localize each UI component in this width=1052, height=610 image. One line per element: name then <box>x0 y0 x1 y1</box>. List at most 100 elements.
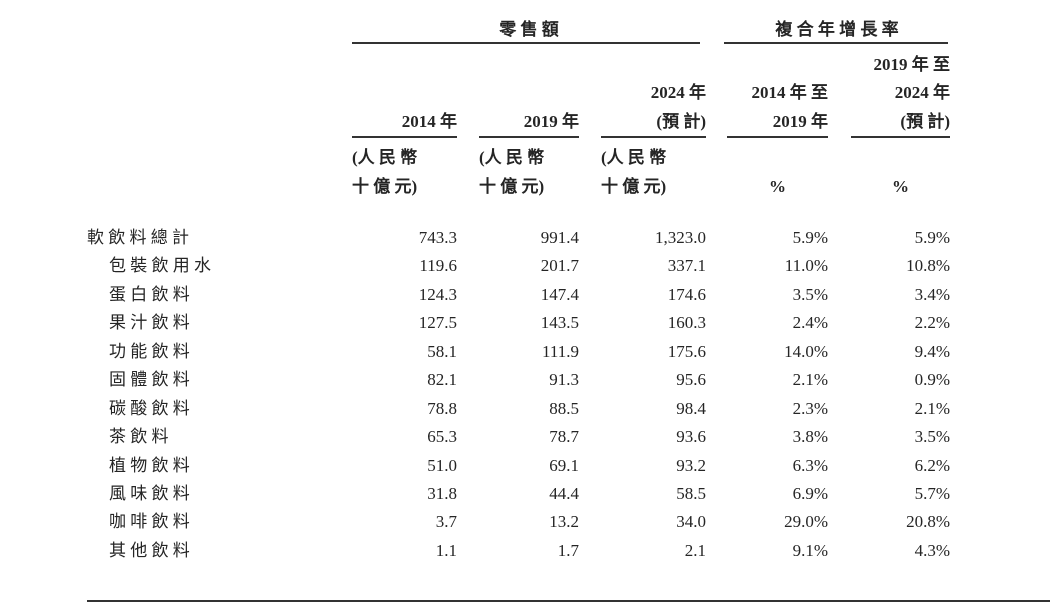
table-row-packaged-water: 包 裝 飲 用 水 119.6 201.7 337.1 11.0% 10.8% <box>87 252 1039 280</box>
cell-2014: 58.1 <box>427 341 457 361</box>
row-label: 軟 飲 料 總 計 <box>87 228 189 247</box>
cell-cagr-2014-2019: 5.9% <box>792 228 828 247</box>
cell-cagr-2014-2019: 2.3% <box>792 398 828 418</box>
cell-2019: 13.2 <box>549 512 579 532</box>
column-header-cagr-2014-2019: 2014 年 至 2019 年 <box>727 48 828 138</box>
cell-2014: 78.8 <box>427 398 457 418</box>
row-label: 果 汁 飲 料 <box>109 313 190 333</box>
column-header-line: 2024 年 <box>894 83 950 102</box>
table-row-functional-drinks: 功 能 飲 料 58.1 111.9 175.6 14.0% 9.4% <box>87 338 1039 366</box>
unit-line: % <box>769 177 786 196</box>
table-row-flavored-drinks: 風 味 飲 料 31.8 44.4 58.5 6.9% 5.7% <box>87 480 1039 508</box>
row-label: 蛋 白 飲 料 <box>109 284 190 304</box>
cell-cagr-2014-2019: 6.9% <box>792 483 828 503</box>
cell-cagr-2019-2024-est: 20.8% <box>906 512 950 532</box>
row-label: 風 味 飲 料 <box>109 483 190 503</box>
cell-2024-est: 2.1 <box>684 540 706 560</box>
cell-cagr-2019-2024-est: 0.9% <box>914 370 950 390</box>
cell-cagr-2014-2019: 29.0% <box>784 512 828 532</box>
cell-2014: 31.8 <box>427 483 457 503</box>
cell-2014: 1.1 <box>435 540 457 560</box>
column-header-line: (預 計) <box>656 111 706 131</box>
row-label: 茶 飲 料 <box>109 427 169 447</box>
cell-2019: 88.5 <box>549 398 579 418</box>
unit-line: % <box>892 177 909 196</box>
unit-line: 十 億 元) <box>601 177 667 196</box>
unit-line: (人 民 幣 <box>601 148 667 167</box>
cell-2024-est: 58.5 <box>676 483 706 503</box>
table-row-coffee-drinks: 咖 啡 飲 料 3.7 13.2 34.0 29.0% 20.8% <box>87 508 1039 536</box>
table-row-tea-drinks: 茶 飲 料 65.3 78.7 93.6 3.8% 3.5% <box>87 423 1039 451</box>
unit-rmb-billion-2019: (人 民 幣 十 億 元) <box>479 143 579 201</box>
cell-2014: 124.3 <box>418 284 457 304</box>
cell-2014: 65.3 <box>427 427 457 447</box>
cell-2014: 82.1 <box>427 370 457 390</box>
cell-2019: 201.7 <box>540 256 579 276</box>
cell-cagr-2019-2024-est: 4.3% <box>914 540 950 560</box>
unit-line: (人 民 幣 <box>352 148 418 167</box>
cell-2024-est: 98.4 <box>676 398 706 418</box>
cell-2019: 1.7 <box>557 540 579 560</box>
cell-2014: 127.5 <box>418 313 457 333</box>
cell-cagr-2014-2019: 2.4% <box>792 313 828 333</box>
cell-cagr-2014-2019: 11.0% <box>784 256 828 276</box>
row-label: 其 他 飲 料 <box>109 540 190 560</box>
row-label: 包 裝 飲 用 水 <box>109 256 211 276</box>
unit-line-spacer <box>851 143 950 172</box>
cell-cagr-2014-2019: 14.0% <box>784 341 828 361</box>
table-row-protein-drinks: 蛋 白 飲 料 124.3 147.4 174.6 3.5% 3.4% <box>87 281 1039 309</box>
column-header-2019: 2019 年 <box>479 48 579 138</box>
table-row-carbonated-drinks: 碳 酸 飲 料 78.8 88.5 98.4 2.3% 2.1% <box>87 395 1039 423</box>
row-label: 碳 酸 飲 料 <box>109 398 190 418</box>
table-row-soft-drinks-total: 軟 飲 料 總 計 743.3 991.4 1,323.0 5.9% 5.9% <box>87 224 1039 252</box>
column-header-line: 2019 年 <box>772 111 828 131</box>
cell-cagr-2019-2024-est: 2.1% <box>914 398 950 418</box>
cell-2024-est: 1,323.0 <box>655 228 706 247</box>
cell-2019: 143.5 <box>540 313 579 333</box>
cell-cagr-2019-2024-est: 3.4% <box>914 284 950 304</box>
unit-line: 十 億 元) <box>479 177 545 196</box>
cell-cagr-2019-2024-est: 2.2% <box>914 313 950 333</box>
unit-rmb-billion-2014: (人 民 幣 十 億 元) <box>352 143 457 201</box>
row-label: 固 體 飲 料 <box>109 370 190 390</box>
table-row-solid-drinks: 固 體 飲 料 82.1 91.3 95.6 2.1% 0.9% <box>87 366 1039 394</box>
cell-cagr-2019-2024-est: 5.9% <box>914 228 950 247</box>
unit-percent-cagr-2019-2024: % <box>851 143 950 201</box>
cell-2024-est: 93.2 <box>676 455 706 475</box>
unit-line-spacer <box>727 143 828 172</box>
cell-2024-est: 160.3 <box>667 313 706 333</box>
column-header-line: (預 計) <box>900 111 950 131</box>
cell-2024-est: 175.6 <box>667 341 706 361</box>
column-header-line: 2019 年 <box>523 111 579 131</box>
cell-cagr-2019-2024-est: 9.4% <box>914 341 950 361</box>
cell-cagr-2014-2019: 9.1% <box>792 540 828 560</box>
row-label: 咖 啡 飲 料 <box>109 512 190 532</box>
cell-2024-est: 93.6 <box>676 427 706 447</box>
table-body: 軟 飲 料 總 計 743.3 991.4 1,323.0 5.9% 5.9% … <box>87 224 1039 565</box>
cell-2019: 991.4 <box>540 228 579 247</box>
cell-2024-est: 337.1 <box>667 256 706 276</box>
column-header-line: 2014 年 <box>401 111 457 131</box>
column-header-2024-est: 2024 年 (預 計) <box>601 48 706 138</box>
cell-cagr-2014-2019: 2.1% <box>792 370 828 390</box>
cagr-rule <box>724 42 948 44</box>
cell-2019: 91.3 <box>549 370 579 390</box>
cell-2014: 119.6 <box>419 256 457 276</box>
table-row-other-drinks: 其 他 飲 料 1.1 1.7 2.1 9.1% 4.3% <box>87 537 1039 565</box>
cell-2014: 51.0 <box>427 455 457 475</box>
table-bottom-rule <box>87 600 1050 602</box>
unit-rmb-billion-2024: (人 民 幣 十 億 元) <box>601 143 706 201</box>
unit-percent-cagr-2014-2019: % <box>727 143 828 201</box>
cell-cagr-2019-2024-est: 6.2% <box>914 455 950 475</box>
table-row-juice-drinks: 果 汁 飲 料 127.5 143.5 160.3 2.4% 2.2% <box>87 309 1039 337</box>
cell-2019: 78.7 <box>549 427 579 447</box>
cell-cagr-2014-2019: 6.3% <box>792 455 828 475</box>
cell-2019: 69.1 <box>549 455 579 475</box>
cell-cagr-2019-2024-est: 3.5% <box>914 427 950 447</box>
cell-2024-est: 174.6 <box>667 284 706 304</box>
cell-2019: 111.9 <box>542 341 579 361</box>
unit-line: (人 民 幣 <box>479 148 545 167</box>
column-header-line: 2024 年 <box>650 83 706 102</box>
cell-2014: 743.3 <box>418 228 457 247</box>
